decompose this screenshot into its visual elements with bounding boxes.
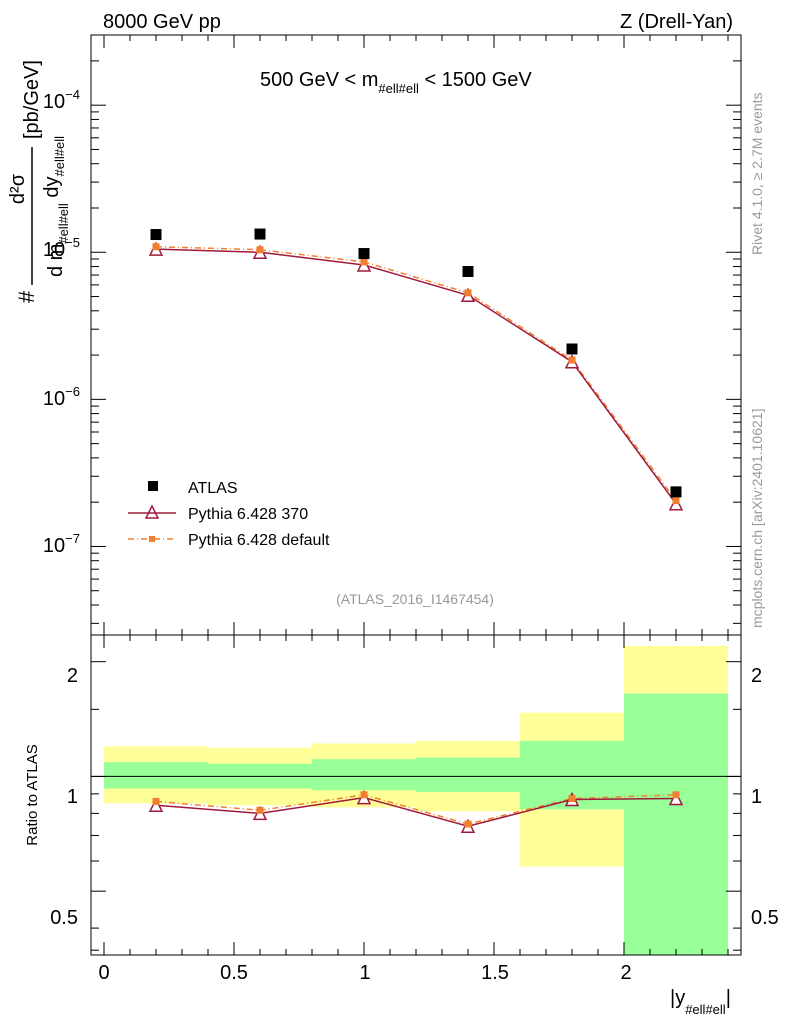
- band-green-bin-0: [104, 762, 208, 789]
- ylabel-units: [pb/GeV]: [21, 60, 43, 139]
- point-pythia-default: [672, 497, 680, 505]
- point-atlas: [254, 228, 266, 240]
- ratio-line-pythia-370: [155, 796, 677, 828]
- ytick-label-1e-5: 10−5: [43, 235, 80, 261]
- xtick-label-2: 2: [620, 962, 631, 984]
- xtick-label-1.5: 1.5: [481, 962, 509, 984]
- ratio-plot-series: [148, 789, 684, 834]
- legend-marker-pythia-default: [149, 536, 155, 542]
- legend-label-pythia-370: Pythia 6.428 370: [188, 506, 308, 523]
- ratio-line-pythia-default: [155, 794, 677, 825]
- ytick-label-1e-4: 10−4: [43, 87, 80, 113]
- ytick-exp: −7: [65, 531, 80, 546]
- legend-label-pythia-default: Pythia 6.428 default: [188, 532, 330, 549]
- main-title-left: 500 GeV < m: [260, 69, 378, 91]
- xlabel-end: |: [726, 987, 731, 1009]
- ratio-ytick-left-2: 2: [67, 665, 78, 687]
- xlabel: |y#ell#ell|: [670, 987, 731, 1017]
- legend: ATLAS Pythia 6.428 370 Pythia 6.428 defa…: [128, 480, 330, 549]
- ratio-point-pythia-default: [568, 795, 576, 803]
- point-pythia-default: [256, 246, 264, 254]
- ratio-point-pythia-370: [668, 790, 684, 806]
- xlabel-sub: #ell#ell: [685, 1002, 726, 1017]
- ratio-ytick-left-1: 1: [67, 786, 78, 808]
- ylabel-denominator: d m#ell#ell dy#ell#ell: [41, 136, 71, 277]
- process-label: Z (Drell-Yan): [620, 11, 733, 33]
- ytick-exp: −5: [65, 235, 80, 250]
- point-atlas: [462, 266, 474, 278]
- axis-ticks: [91, 35, 741, 955]
- point-pythia-default: [568, 356, 576, 364]
- ratio-ylabel: Ratio to ATLAS: [24, 744, 41, 845]
- xtick-label-0: 0: [98, 962, 109, 984]
- ylabel-denom-b: dy: [41, 176, 63, 203]
- band-green-bin-5: [624, 693, 728, 955]
- ytick-label-1e-6: 10−6: [43, 384, 80, 410]
- xlabel-main: |y: [670, 987, 685, 1009]
- ylabel-numerator: d²σ: [7, 173, 29, 204]
- ratio-point-pythia-default: [464, 820, 472, 828]
- band-green-bin-2: [312, 759, 416, 791]
- point-atlas: [566, 343, 578, 355]
- ytick-base: 10: [43, 239, 65, 261]
- ylabel-denom-a-sub: #ell#ell: [56, 203, 71, 244]
- ratio-uncertainty-bands: [104, 645, 728, 955]
- line-pythia-default: [155, 246, 677, 502]
- rivet-label: Rivet 4.1.0, ≥ 2.7M events: [749, 92, 765, 255]
- main-ylabel: # d²σ d m#ell#ell dy#ell#ell [pb/GeV]: [7, 60, 71, 303]
- ytick-base: 10: [43, 388, 65, 410]
- xtick-label-1: 1: [359, 962, 370, 984]
- main-title: 500 GeV < m#ell#ell < 1500 GeV: [260, 69, 532, 96]
- mcplots-label: mcplots.cern.ch [arXiv:2401.10621]: [749, 409, 765, 628]
- ratio-point-pythia-default: [360, 791, 368, 799]
- ratio-ytick-right-1: 1: [751, 786, 762, 808]
- ylabel-hash: #: [14, 290, 39, 303]
- ratio-ytick-left-0.5: 0.5: [50, 907, 78, 929]
- ratio-ytick-right-2: 2: [751, 665, 762, 687]
- ytick-exp: −4: [65, 87, 80, 102]
- main-plot-series: [148, 228, 684, 511]
- legend-marker-pythia-370: [144, 504, 160, 519]
- main-title-right: < 1500 GeV: [419, 69, 533, 91]
- legend-label-atlas: ATLAS: [188, 480, 238, 497]
- ratio-point-pythia-default: [152, 797, 160, 805]
- point-pythia-default: [152, 243, 160, 251]
- line-pythia-370: [155, 248, 677, 505]
- ytick-label-1e-7: 10−7: [43, 531, 80, 557]
- ylabel-denom-b-sub: #ell#ell: [52, 136, 67, 177]
- point-atlas: [358, 248, 370, 260]
- ytick-base: 10: [43, 535, 65, 557]
- ratio-point-pythia-default: [256, 806, 264, 814]
- point-atlas: [150, 229, 162, 241]
- main-title-sub: #ell#ell: [378, 81, 419, 96]
- energy-label: 8000 GeV pp: [103, 11, 221, 33]
- ratio-point-pythia-370: [148, 797, 164, 813]
- ytick-exp: −6: [65, 384, 80, 399]
- ylabel-denom-a: d m: [45, 244, 67, 277]
- xtick-label-0.5: 0.5: [220, 962, 248, 984]
- legend-marker-atlas: [148, 481, 158, 491]
- band-green-bin-3: [416, 757, 520, 793]
- point-atlas: [670, 486, 682, 498]
- ytick-base: 10: [43, 91, 65, 113]
- analysis-id: (ATLAS_2016_I1467454): [336, 591, 494, 607]
- point-pythia-default: [360, 258, 368, 266]
- point-pythia-default: [464, 289, 472, 297]
- ratio-point-pythia-default: [672, 791, 680, 799]
- ratio-ytick-right-0.5: 0.5: [751, 907, 779, 929]
